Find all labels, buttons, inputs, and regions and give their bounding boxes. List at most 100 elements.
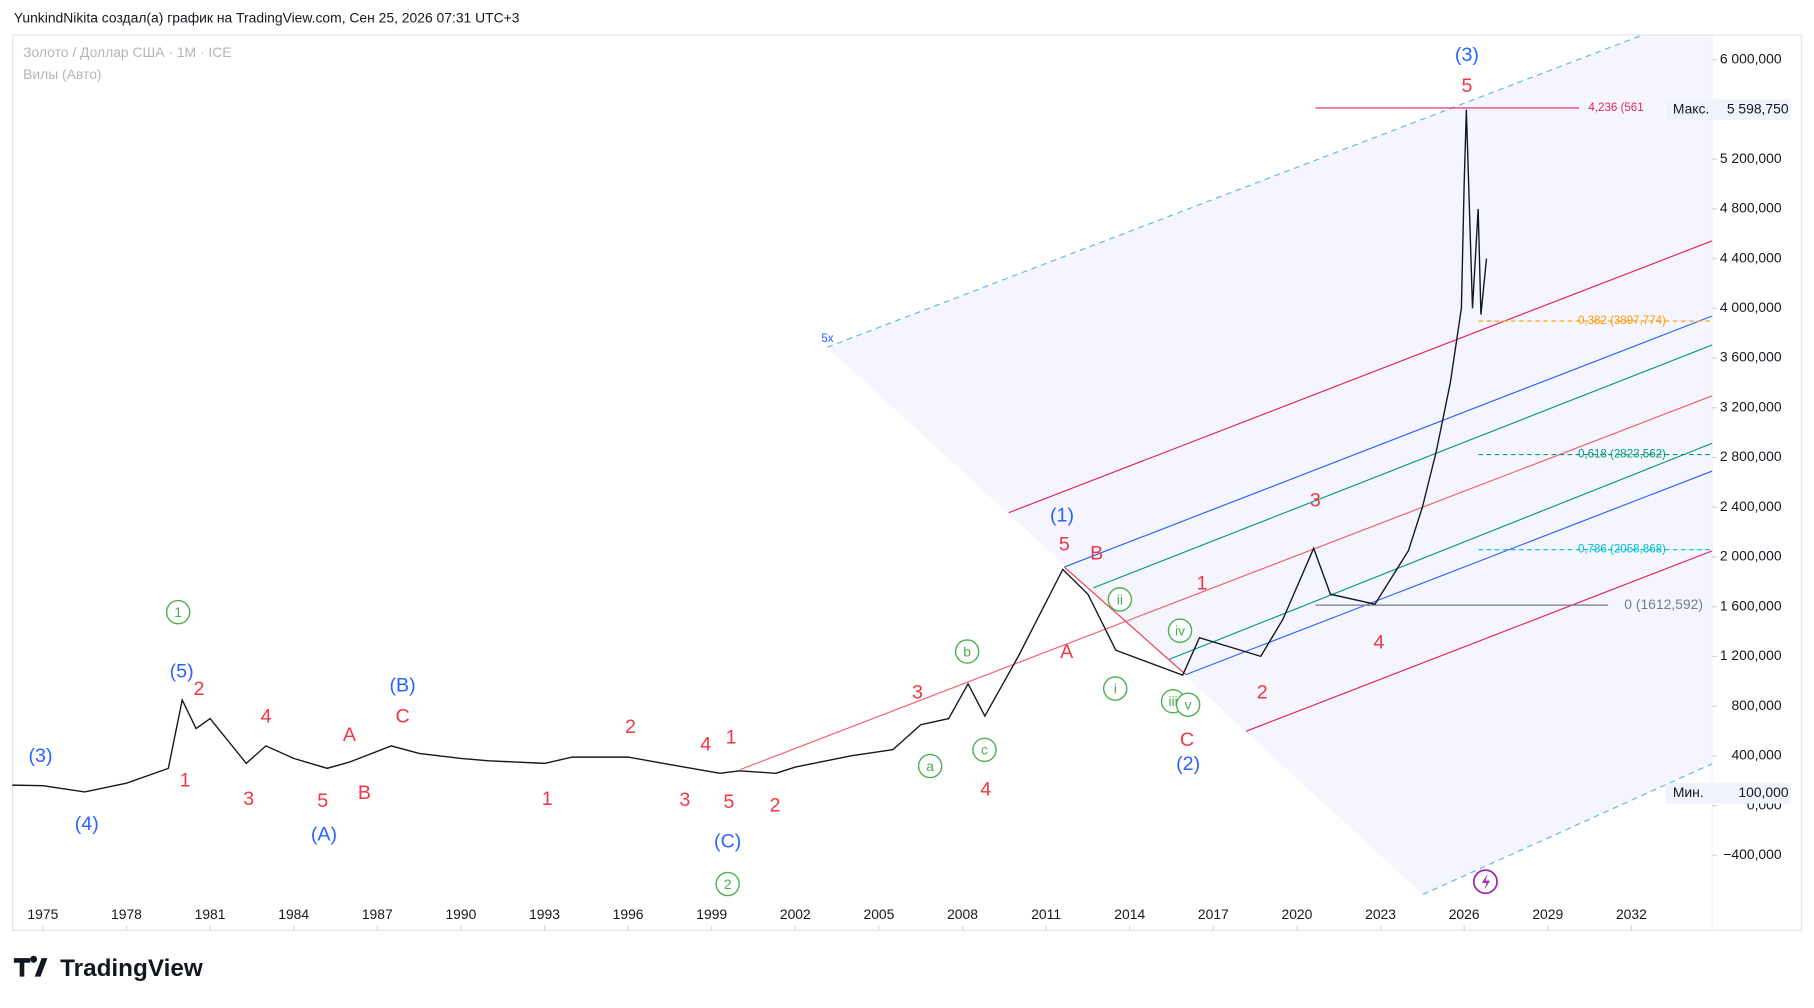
wave-label: 5 [317, 790, 328, 812]
y-tick-label: 1 200,000 [1720, 647, 1782, 663]
wave-circle [715, 871, 740, 897]
indicator-name: Вилы (Авто) [23, 66, 101, 82]
fib-label: 0,786 (2058,868) [1578, 544, 1666, 556]
logo: TradingView [13, 955, 203, 982]
wave-label: 4 [1374, 632, 1385, 654]
fork-line [1008, 240, 1713, 514]
y-tick-label: 4 400,000 [1720, 249, 1782, 265]
alert-icon[interactable] [1473, 869, 1498, 895]
wave-label: (1) [1050, 504, 1074, 526]
plot-frame [12, 34, 1802, 931]
wave-label: 5 [1059, 533, 1070, 555]
fork-outer-bottom [1422, 763, 1713, 895]
x-tick-label: 1999 [696, 906, 727, 922]
x-tick-label: 1990 [445, 906, 476, 922]
x-tick-label: 2005 [863, 906, 894, 922]
x-tick-label: 1987 [362, 906, 393, 922]
wave-label: C [1180, 729, 1194, 751]
x-tick-label: 1981 [195, 906, 226, 922]
alert-bolt[interactable] [1481, 873, 1491, 890]
wave-label: 3 [912, 681, 923, 703]
wave-label: b [963, 643, 971, 659]
x-tick-label: 2023 [1365, 906, 1396, 922]
x-tick-label: 2020 [1282, 906, 1313, 922]
fib-label: 0,382 (3897,774) [1578, 315, 1666, 327]
y-tick-label: 3 600,000 [1720, 349, 1782, 365]
price-marker-label: 100,000 [1738, 784, 1788, 800]
wave-label: ii [1117, 591, 1123, 607]
x-tick-label: 2017 [1198, 906, 1229, 922]
wave-circle [1175, 692, 1201, 717]
wave-label: i [1114, 680, 1117, 696]
fib-label: 4,236 (561 [1588, 102, 1643, 114]
wave-label: c [981, 742, 988, 758]
price-marker-box [1665, 99, 1791, 121]
y-tick-label: 6 000,000 [1720, 50, 1782, 66]
wave-circle [1102, 676, 1128, 701]
wave-label: 4 [980, 779, 991, 801]
wave-label: v [1185, 697, 1192, 713]
fork-zone [827, 34, 1713, 895]
wave-label: 5 [1461, 75, 1472, 97]
fib-label: 0 (1612,592) [1624, 596, 1703, 612]
wave-circle [165, 599, 191, 625]
wave-label: (4) [75, 813, 99, 835]
x-tick-label: 2002 [780, 906, 811, 922]
wave-label: 1 [1197, 573, 1208, 595]
wave-label: iv [1175, 623, 1185, 639]
x-tick-label: 1993 [529, 906, 560, 922]
wave-circle [917, 753, 943, 779]
wave-label: a [926, 758, 934, 774]
price-line [12, 109, 1488, 793]
price-marker-caption: Макс. [1673, 100, 1709, 116]
wave-label: (A) [311, 824, 337, 846]
wave-label: 4 [700, 733, 711, 755]
y-tick-label: −400,000 [1723, 846, 1782, 862]
wave-label: 1 [174, 604, 182, 620]
wave-circle [972, 737, 997, 763]
x-tick-label: 2026 [1449, 906, 1480, 922]
wave-label: 1 [542, 788, 553, 810]
x-tick-label: 1978 [111, 906, 142, 922]
fork-line [1245, 550, 1713, 732]
y-tick-label: 2 000,000 [1720, 548, 1782, 564]
wave-label: A [1060, 641, 1074, 663]
fork-line [1093, 344, 1713, 589]
wave-label: 5 [723, 791, 734, 813]
y-tick-label: 400,000 [1731, 747, 1781, 763]
y-tick-label: 1 600,000 [1720, 597, 1782, 613]
wave-label: (C) [714, 831, 741, 853]
fork-median [740, 395, 1713, 771]
y-tick-label: 4 800,000 [1720, 200, 1782, 216]
wave-label: 3 [679, 789, 690, 811]
y-tick-label: 4 000,000 [1720, 299, 1782, 315]
fib-label: 0,618 (2823,562) [1578, 449, 1666, 461]
x-tick-label: 1975 [27, 906, 58, 922]
wave-label: 2 [1257, 681, 1268, 703]
wave-label: (B) [389, 674, 415, 696]
wave-label: 2 [770, 795, 781, 817]
y-tick-label: 2 800,000 [1720, 448, 1782, 464]
x-tick-label: 1984 [278, 906, 309, 922]
x-tick-label: 2011 [1031, 906, 1061, 922]
wave-circle [1167, 618, 1193, 643]
logo-text: TradingView [60, 955, 203, 982]
y-tick-label: 5 200,000 [1720, 150, 1782, 166]
y-tick-label: 800,000 [1731, 697, 1781, 713]
wave-label: 3 [1310, 489, 1321, 511]
price-marker-label: 5 598,750 [1727, 100, 1789, 116]
wave-label: 1 [726, 726, 737, 748]
fork-line [1168, 442, 1713, 661]
wave-label: (3) [1455, 44, 1479, 66]
price-marker-box [1665, 782, 1791, 804]
symbol-title: Золото / Доллар США · 1M · ICE [23, 44, 231, 60]
wave-label: 2 [625, 716, 636, 738]
x-tick-label: 2029 [1532, 906, 1563, 922]
fork-label: 5x [821, 333, 833, 345]
wave-label: A [343, 724, 357, 746]
wave-circle [1107, 587, 1133, 612]
x-tick-label: 2032 [1616, 906, 1647, 922]
y-tick-label: 2 400,000 [1720, 498, 1782, 514]
